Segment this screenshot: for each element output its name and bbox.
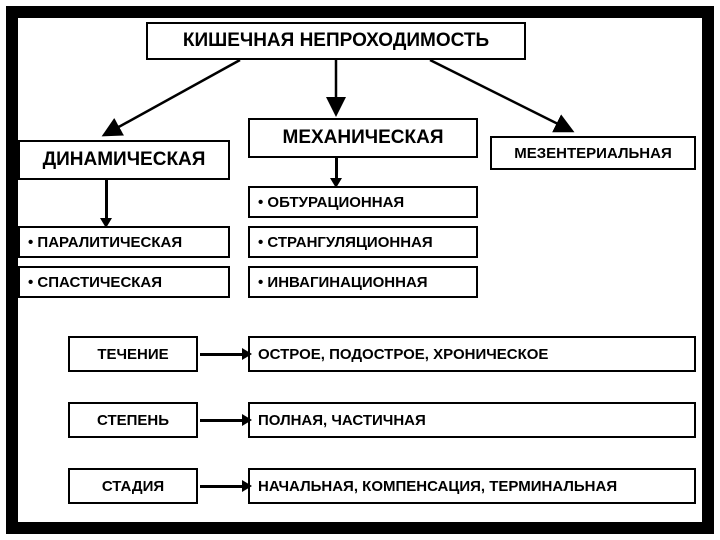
row-course-label: ТЕЧЕНИЕ [68,336,198,372]
row-2-value: НАЧАЛЬНАЯ, КОМПЕНСАЦИЯ, ТЕРМИНАЛЬНАЯ [258,478,617,495]
dynamic-sub-paralytic: • ПАРАЛИТИЧЕСКАЯ [18,226,230,258]
mechanical-sub-0-text: ОБТУРАЦИОННАЯ [267,194,404,211]
branch-dynamic: ДИНАМИЧЕСКАЯ [18,140,230,180]
row-degree-value: ПОЛНАЯ, ЧАСТИЧНАЯ [248,402,696,438]
branch-mechanical-label: МЕХАНИЧЕСКАЯ [283,127,444,149]
row-stage-label: СТАДИЯ [68,468,198,504]
row-0-label: ТЕЧЕНИЕ [97,346,168,363]
bullet-icon: • [28,234,37,251]
title-text: КИШЕЧНАЯ НЕПРОХОДИМОСТЬ [183,30,489,52]
mechanical-sub-invagination: • ИНВАГИНАЦИОННАЯ [248,266,478,298]
bullet-icon: • [258,194,267,211]
row-2-label: СТАДИЯ [102,478,164,495]
row-stage-value: НАЧАЛЬНАЯ, КОМПЕНСАЦИЯ, ТЕРМИНАЛЬНАЯ [248,468,696,504]
mechanical-sub-obturation: • ОБТУРАЦИОННАЯ [248,186,478,218]
dynamic-sub-1-text: СПАСТИЧЕСКАЯ [37,274,162,291]
row-0-value: ОСТРОЕ, ПОДОСТРОЕ, ХРОНИЧЕСКОЕ [258,346,548,363]
row-course-value: ОСТРОЕ, ПОДОСТРОЕ, ХРОНИЧЕСКОЕ [248,336,696,372]
bullet-icon: • [258,274,267,291]
mechanical-sub-1-text: СТРАНГУЛЯЦИОННАЯ [267,234,432,251]
row-1-value: ПОЛНАЯ, ЧАСТИЧНАЯ [258,412,426,429]
dynamic-sub-0-text: ПАРАЛИТИЧЕСКАЯ [37,234,182,251]
branch-mechanical: МЕХАНИЧЕСКАЯ [248,118,478,158]
mechanical-sub-2-text: ИНВАГИНАЦИОННАЯ [267,274,427,291]
bullet-icon: • [258,234,267,251]
branch-mesenteric-label: МЕЗЕНТЕРИАЛЬНАЯ [514,145,671,162]
branch-mesenteric: МЕЗЕНТЕРИАЛЬНАЯ [490,136,696,170]
branch-dynamic-label: ДИНАМИЧЕСКАЯ [43,149,206,171]
row-1-label: СТЕПЕНЬ [97,412,169,429]
title-box: КИШЕЧНАЯ НЕПРОХОДИМОСТЬ [146,22,526,60]
diagram-canvas: КИШЕЧНАЯ НЕПРОХОДИМОСТЬ ДИНАМИЧЕСКАЯ МЕХ… [0,0,720,540]
bullet-icon: • [28,274,37,291]
dynamic-sub-spastic: • СПАСТИЧЕСКАЯ [18,266,230,298]
row-degree-label: СТЕПЕНЬ [68,402,198,438]
mechanical-sub-strangulation: • СТРАНГУЛЯЦИОННАЯ [248,226,478,258]
